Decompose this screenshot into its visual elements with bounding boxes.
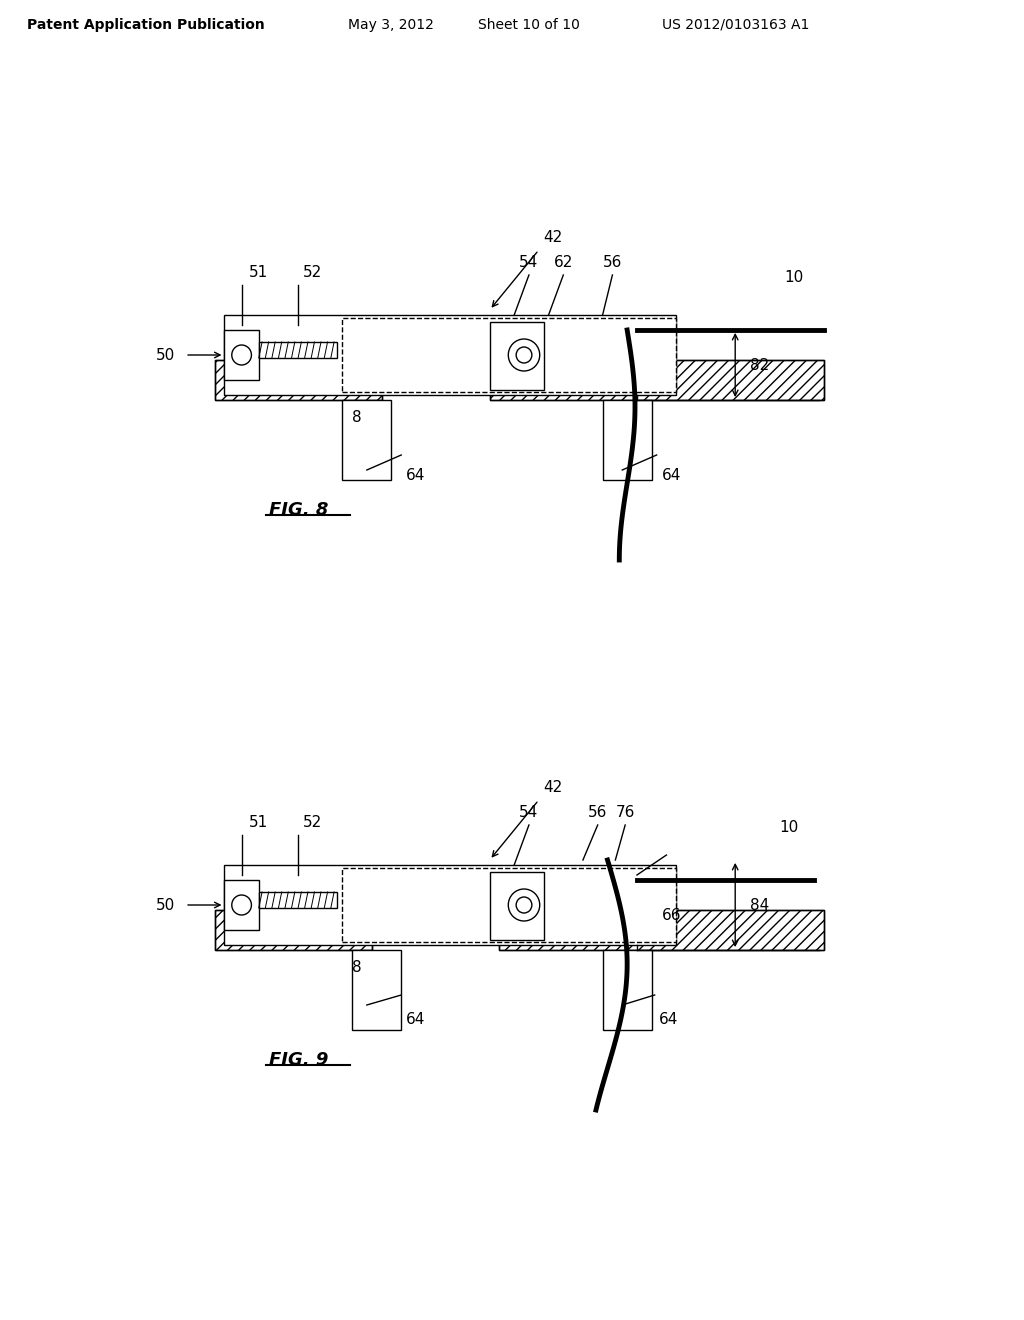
Bar [224,865,676,945]
Bar [215,909,372,950]
Text: 66: 66 [662,908,681,923]
Text: 64: 64 [407,1012,426,1027]
Bar [352,950,401,1030]
Text: 64: 64 [407,467,426,483]
Circle shape [516,347,531,363]
Bar [602,400,651,480]
Bar [215,360,382,400]
Circle shape [231,895,252,915]
Text: 42: 42 [544,230,563,246]
Bar [489,873,544,940]
Text: Sheet 10 of 10: Sheet 10 of 10 [478,18,580,32]
Text: FIG. 9: FIG. 9 [268,1051,328,1069]
Bar [342,318,676,392]
Bar [215,360,382,400]
Text: 62: 62 [554,255,573,271]
Text: 51: 51 [249,814,268,830]
Bar [259,892,337,908]
Text: 52: 52 [303,814,323,830]
Bar [342,400,391,480]
Text: 50: 50 [156,347,175,363]
Text: 51: 51 [249,265,268,280]
Text: FIG. 8: FIG. 8 [268,502,328,519]
Text: 8: 8 [352,411,361,425]
Text: 52: 52 [303,265,323,280]
Bar [489,322,544,389]
Bar [500,909,823,950]
Text: US 2012/0103163 A1: US 2012/0103163 A1 [662,18,809,32]
Bar [342,869,676,942]
Text: Patent Application Publication: Patent Application Publication [27,18,264,32]
Bar [602,950,651,1030]
Circle shape [231,345,252,366]
Text: 56: 56 [588,805,607,820]
Text: 8: 8 [352,960,361,975]
Bar [224,880,259,931]
Text: 64: 64 [662,467,681,483]
Text: 10: 10 [779,820,799,836]
Circle shape [508,888,540,921]
Text: 54: 54 [519,805,539,820]
Bar [489,360,823,400]
Text: 50: 50 [156,898,175,912]
Text: 64: 64 [658,1012,678,1027]
Bar [500,909,823,950]
Circle shape [508,339,540,371]
Bar [224,330,259,380]
Text: 42: 42 [544,780,563,795]
Bar [259,342,337,358]
Text: 84: 84 [750,898,769,912]
Text: 82: 82 [750,358,769,372]
Text: May 3, 2012: May 3, 2012 [348,18,434,32]
Text: 76: 76 [615,805,635,820]
Bar [224,315,676,395]
Text: 54: 54 [519,255,539,271]
Bar [215,909,372,950]
Circle shape [516,898,531,913]
Text: 56: 56 [603,255,623,271]
Text: 10: 10 [784,271,804,285]
Bar [489,360,823,400]
